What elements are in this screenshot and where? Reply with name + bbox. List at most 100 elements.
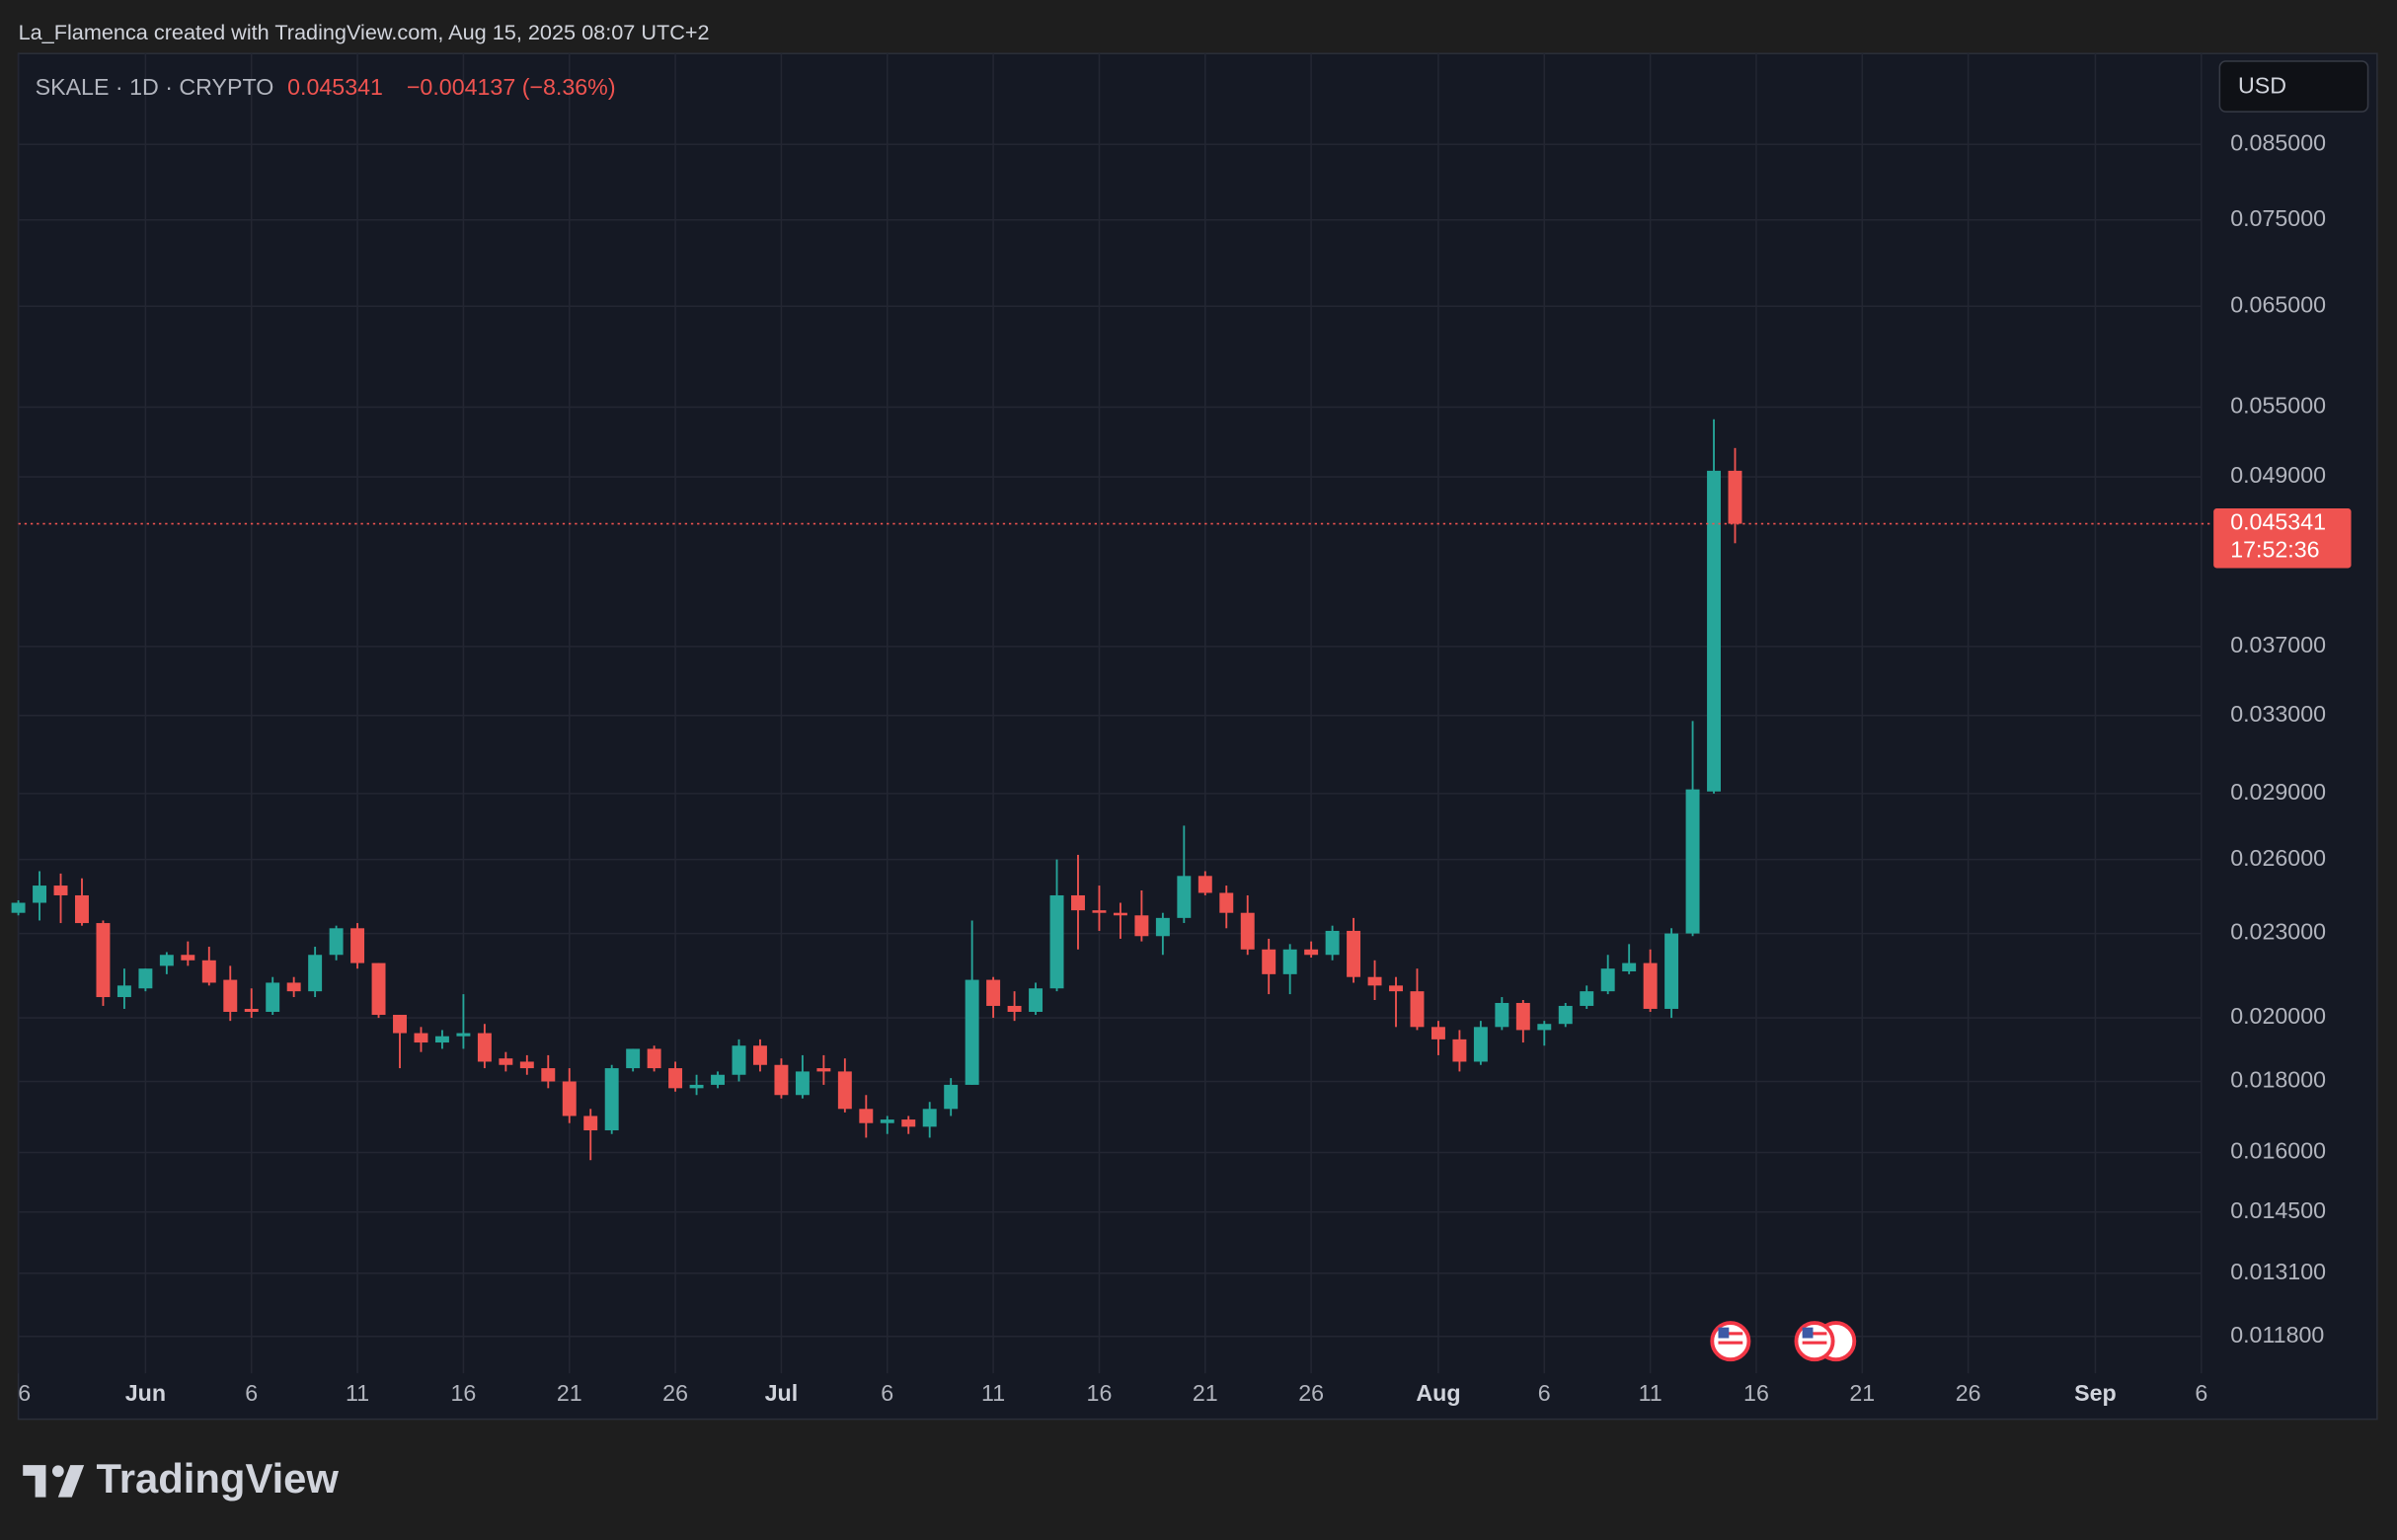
candle-body — [1071, 894, 1085, 911]
x-tick-label: Aug — [1416, 1380, 1460, 1406]
candle-body — [244, 1008, 259, 1012]
x-tick-label: 6 — [245, 1380, 258, 1406]
flag-stripe — [1802, 1332, 1827, 1336]
candle-body — [1262, 949, 1276, 974]
x-tick-label: 11 — [1639, 1380, 1662, 1406]
y-tick-label: 0.065000 — [2230, 291, 2326, 317]
candle-body — [541, 1068, 556, 1082]
candle-body — [223, 979, 238, 1012]
candle-body — [647, 1048, 661, 1069]
x-tick-label: 21 — [1193, 1380, 1218, 1406]
candle-body — [1643, 962, 1658, 1009]
candle-body — [1685, 789, 1700, 934]
candle-body — [1198, 876, 1212, 893]
x-tick-label: 11 — [981, 1380, 1005, 1406]
candle-body — [583, 1116, 598, 1131]
candle-body — [1367, 976, 1382, 986]
candle-body — [1728, 470, 1742, 524]
candle-body — [1707, 470, 1721, 792]
x-tick-label: 6 — [2195, 1380, 2207, 1406]
x-tick-label: 16 — [1743, 1380, 1769, 1406]
candle-body — [1580, 991, 1594, 1006]
x-tick-label: 6 — [1538, 1380, 1551, 1406]
candle-body — [33, 886, 47, 903]
candle-body — [329, 928, 344, 956]
candle-body — [1389, 985, 1403, 992]
currency[interactable]: USD — [2238, 72, 2286, 98]
candle-body — [837, 1071, 852, 1110]
x-tick-label: 26 — [1956, 1380, 1981, 1406]
candle-body — [965, 979, 979, 1085]
x-tick-label: 21 — [1849, 1380, 1875, 1406]
x-tick-label: 26 — [662, 1380, 688, 1406]
candle-body — [1029, 988, 1044, 1012]
y-tick-label: 0.029000 — [2230, 779, 2326, 805]
y-tick-label: 0.075000 — [2230, 205, 2326, 231]
candle-body — [986, 979, 1001, 1006]
candle-body — [1622, 962, 1637, 972]
candle-body — [96, 923, 111, 998]
x-tick-label: 6 — [881, 1380, 893, 1406]
candle-body — [1410, 991, 1425, 1028]
candle-body — [434, 1036, 449, 1043]
candle-body — [1325, 930, 1340, 956]
candle-body — [752, 1045, 767, 1065]
candle-body — [711, 1074, 725, 1085]
x-tick-label: 11 — [346, 1380, 369, 1406]
last-price-label: 0.045341 — [2230, 509, 2326, 535]
candle-body — [286, 982, 301, 992]
y-tick-label: 0.016000 — [2230, 1138, 2326, 1164]
x-tick-label: 6 — [18, 1380, 31, 1406]
x-tick-label: Jun — [125, 1380, 166, 1406]
y-tick-label: 0.055000 — [2230, 393, 2326, 419]
flag-stripe — [1802, 1341, 1827, 1345]
candle-body — [1558, 1005, 1573, 1025]
y-tick-label: 0.037000 — [2230, 632, 2326, 657]
y-tick-label: 0.020000 — [2230, 1003, 2326, 1029]
y-tick-label: 0.085000 — [2230, 129, 2326, 155]
candle-body — [1664, 933, 1679, 1009]
candle-body — [1515, 1002, 1530, 1031]
candle-body — [774, 1064, 789, 1096]
candle-body — [922, 1109, 937, 1127]
candle-body — [1219, 892, 1234, 913]
brand-logo — [23, 1465, 85, 1498]
y-tick-label: 0.013100 — [2230, 1259, 2326, 1284]
x-tick-label: Sep — [2074, 1380, 2117, 1406]
candle-body — [414, 1033, 428, 1043]
candle-body — [477, 1033, 492, 1062]
x-tick-label: 26 — [1298, 1380, 1324, 1406]
candle-body — [456, 1033, 471, 1037]
flag-stripe — [1718, 1341, 1743, 1345]
y-tick-label: 0.049000 — [2230, 462, 2326, 488]
logo-part — [23, 1465, 46, 1498]
currency-button[interactable] — [2218, 60, 2369, 113]
header-text: La_Flamenca created with TradingView.com… — [19, 20, 710, 44]
candle-body — [1155, 917, 1170, 937]
candle-body — [499, 1058, 513, 1065]
candle-body — [1007, 1005, 1022, 1012]
y-tick-label: 0.014500 — [2230, 1197, 2326, 1223]
x-tick-label: 16 — [451, 1380, 477, 1406]
x-tick-label: Jul — [765, 1380, 799, 1406]
candle-body — [1177, 876, 1192, 918]
candle-body — [519, 1061, 534, 1069]
candle-body — [1113, 912, 1127, 916]
y-tick-label: 0.023000 — [2230, 919, 2326, 945]
symbol: SKALE · 1D · CRYPTO — [36, 74, 274, 100]
candle-body — [1430, 1027, 1445, 1040]
candle-body — [75, 894, 89, 924]
candle-body — [859, 1109, 874, 1123]
candle-body — [880, 1119, 894, 1123]
last-price-box — [2213, 508, 2352, 569]
candle-body — [795, 1071, 810, 1096]
candle-body — [1092, 910, 1107, 913]
candle-body — [1049, 894, 1064, 989]
chart-panel — [17, 52, 2378, 1421]
y-tick-label: 0.033000 — [2230, 701, 2326, 727]
axes: 6 Jun 6 11 16 21 26 Jul 6 11 16 21 26 Aug 6 11 16 21 26 Sep… — [18, 129, 2352, 1406]
candle-body — [350, 928, 365, 963]
candle-body — [1347, 930, 1361, 977]
candle-body — [138, 968, 153, 989]
y-tick-label: 0.026000 — [2230, 845, 2326, 871]
